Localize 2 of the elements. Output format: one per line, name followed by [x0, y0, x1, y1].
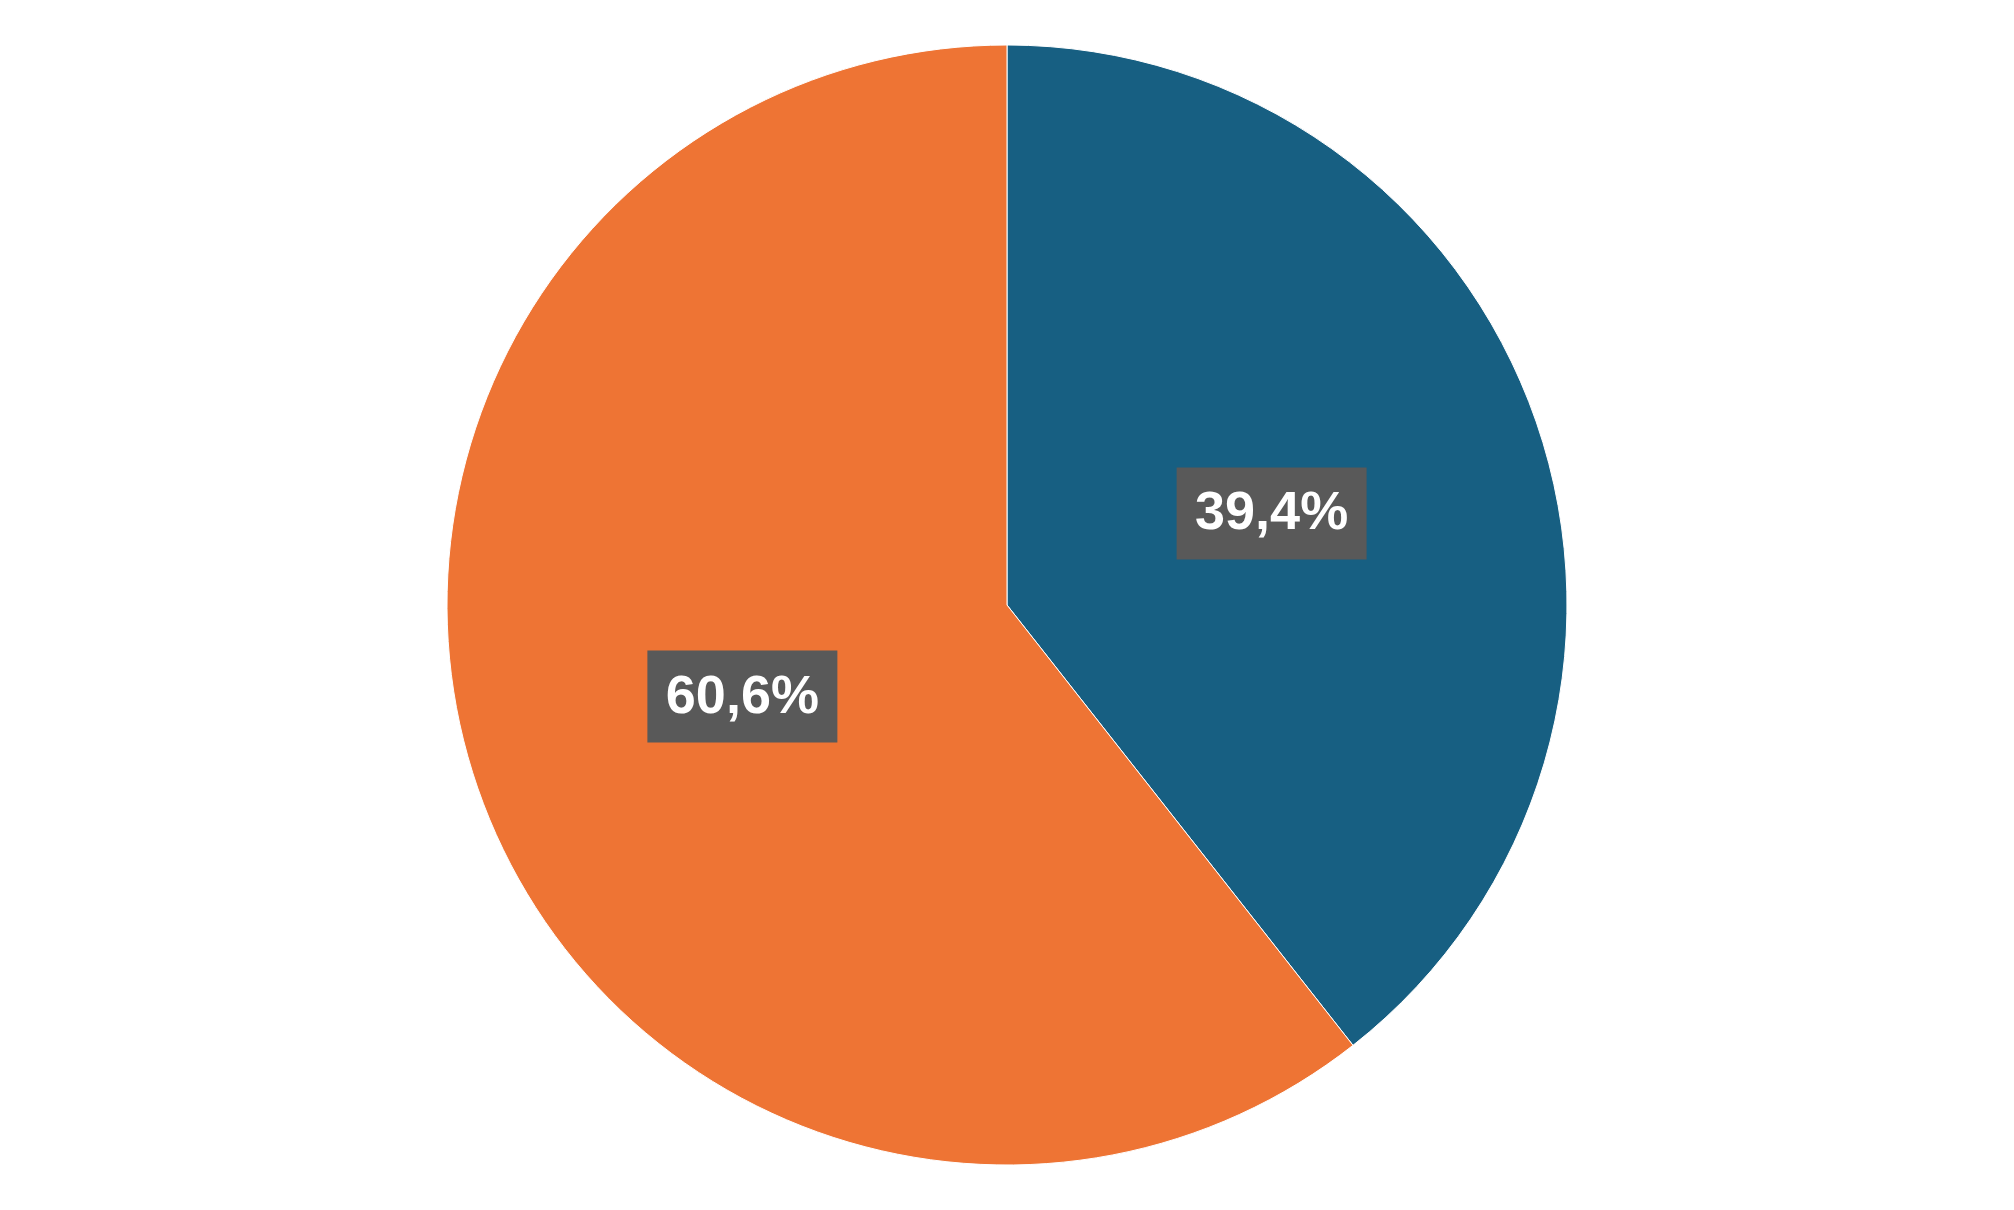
data-label: 60,6%: [665, 663, 819, 724]
data-label: 39,4%: [1195, 480, 1349, 541]
